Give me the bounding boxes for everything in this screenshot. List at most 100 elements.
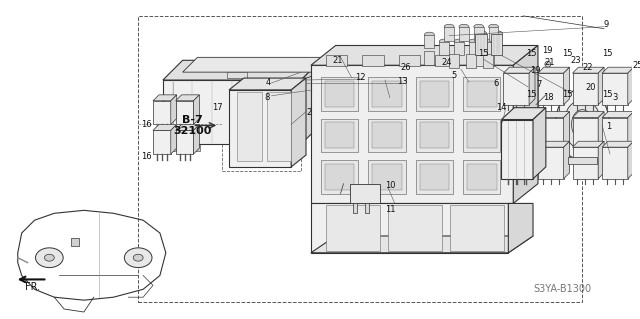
Polygon shape: [271, 102, 289, 144]
Polygon shape: [171, 124, 177, 154]
Polygon shape: [488, 27, 499, 41]
Ellipse shape: [454, 39, 464, 44]
Ellipse shape: [459, 24, 469, 29]
Ellipse shape: [475, 31, 486, 37]
Polygon shape: [176, 101, 193, 124]
Text: 16: 16: [141, 152, 152, 160]
Text: 24: 24: [441, 58, 451, 67]
Polygon shape: [444, 27, 454, 41]
Text: FR.: FR.: [25, 282, 40, 292]
Ellipse shape: [556, 89, 609, 160]
Polygon shape: [450, 205, 504, 251]
Polygon shape: [353, 204, 357, 213]
Polygon shape: [193, 124, 200, 154]
Polygon shape: [602, 117, 628, 149]
Polygon shape: [419, 81, 449, 107]
Polygon shape: [529, 67, 535, 105]
Polygon shape: [538, 147, 564, 179]
Polygon shape: [195, 145, 200, 151]
Text: 1: 1: [607, 122, 612, 131]
Polygon shape: [602, 112, 634, 117]
Ellipse shape: [545, 61, 551, 67]
Polygon shape: [491, 33, 502, 56]
Ellipse shape: [449, 52, 459, 57]
Polygon shape: [573, 73, 598, 105]
Polygon shape: [463, 160, 500, 194]
Polygon shape: [508, 204, 533, 253]
Text: 15: 15: [602, 90, 612, 99]
Text: 5: 5: [451, 70, 457, 80]
Text: 2: 2: [307, 108, 312, 117]
Polygon shape: [564, 67, 570, 105]
Polygon shape: [538, 73, 564, 105]
Ellipse shape: [124, 248, 152, 268]
Polygon shape: [538, 67, 570, 73]
Polygon shape: [71, 238, 79, 246]
Ellipse shape: [484, 39, 493, 44]
Polygon shape: [311, 46, 538, 65]
Polygon shape: [573, 117, 598, 149]
Polygon shape: [501, 108, 546, 120]
Polygon shape: [529, 141, 535, 179]
Polygon shape: [153, 101, 171, 124]
Polygon shape: [533, 108, 546, 179]
Polygon shape: [321, 77, 358, 111]
Ellipse shape: [444, 24, 454, 29]
Ellipse shape: [572, 110, 593, 139]
Polygon shape: [176, 124, 200, 130]
Polygon shape: [435, 56, 457, 66]
Polygon shape: [602, 147, 628, 179]
Polygon shape: [573, 141, 604, 147]
Polygon shape: [193, 95, 200, 124]
Polygon shape: [176, 95, 200, 101]
Polygon shape: [351, 184, 380, 204]
Text: 32100: 32100: [173, 126, 212, 136]
Polygon shape: [573, 112, 604, 117]
Polygon shape: [324, 164, 355, 189]
Polygon shape: [229, 78, 306, 90]
Ellipse shape: [533, 103, 539, 111]
Ellipse shape: [424, 49, 435, 54]
Text: 12: 12: [355, 73, 365, 82]
Polygon shape: [439, 41, 449, 56]
Polygon shape: [483, 54, 493, 68]
Ellipse shape: [439, 39, 449, 44]
Polygon shape: [484, 41, 493, 56]
Ellipse shape: [133, 254, 143, 261]
Polygon shape: [273, 145, 279, 151]
Text: 19: 19: [530, 66, 540, 75]
Polygon shape: [449, 54, 459, 68]
Polygon shape: [368, 77, 406, 111]
Polygon shape: [424, 51, 435, 65]
Text: 25: 25: [632, 61, 640, 70]
Text: 9: 9: [604, 20, 609, 29]
Ellipse shape: [424, 32, 435, 37]
Polygon shape: [504, 67, 535, 73]
Polygon shape: [602, 73, 628, 105]
Text: 20: 20: [585, 84, 596, 93]
Text: 15: 15: [563, 49, 573, 58]
Polygon shape: [504, 147, 529, 179]
Polygon shape: [459, 27, 469, 41]
Polygon shape: [372, 164, 402, 189]
Polygon shape: [538, 117, 564, 149]
Text: 23: 23: [570, 56, 580, 65]
Polygon shape: [598, 67, 604, 105]
Ellipse shape: [469, 39, 479, 44]
Polygon shape: [301, 60, 321, 144]
Polygon shape: [399, 56, 420, 66]
Polygon shape: [463, 77, 500, 111]
Polygon shape: [415, 119, 453, 152]
Polygon shape: [242, 90, 304, 100]
Text: 10: 10: [385, 181, 395, 190]
Text: 17: 17: [212, 103, 223, 112]
Polygon shape: [419, 164, 449, 189]
Text: 15: 15: [602, 49, 612, 58]
Ellipse shape: [579, 120, 586, 130]
Polygon shape: [466, 54, 476, 68]
Polygon shape: [362, 56, 384, 66]
Text: 16: 16: [141, 120, 152, 129]
Polygon shape: [602, 67, 634, 73]
Text: 3: 3: [612, 93, 618, 102]
Text: S3YA-B1300: S3YA-B1300: [534, 284, 592, 294]
